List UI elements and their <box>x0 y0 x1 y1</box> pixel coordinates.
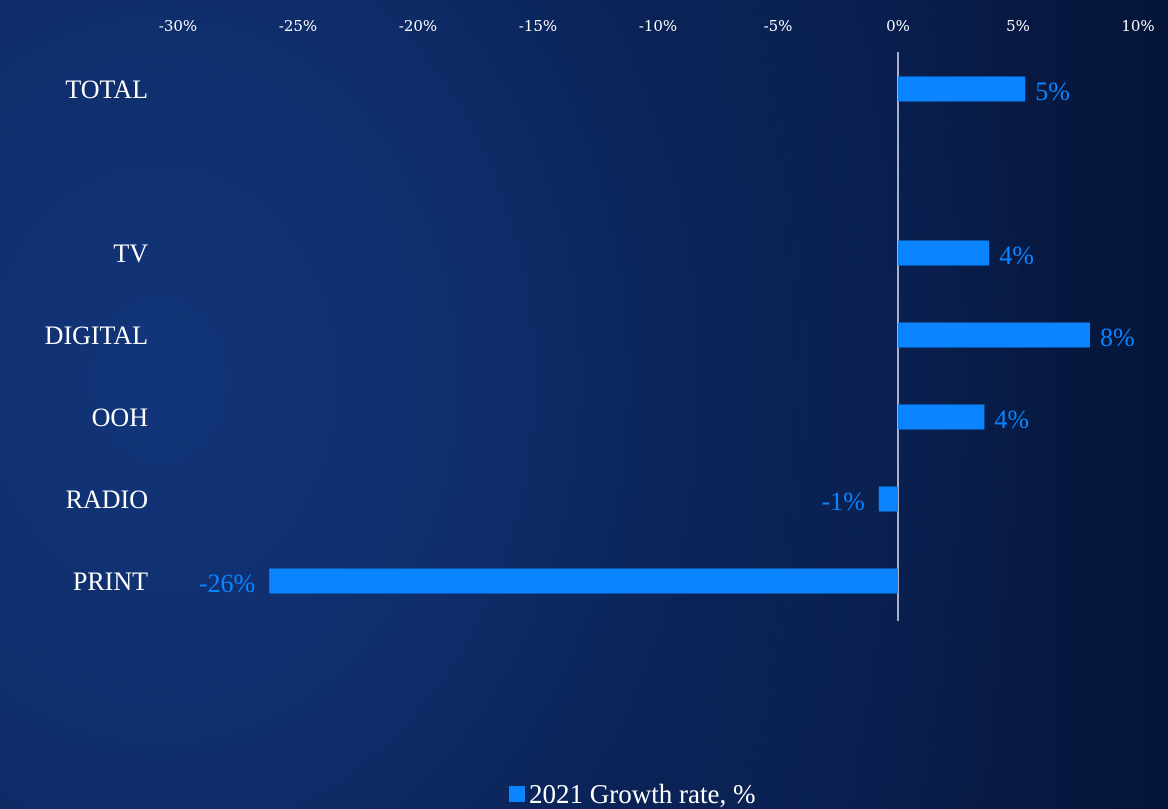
category-label: OOH <box>92 403 149 432</box>
data-label: 8% <box>1100 323 1135 352</box>
bar <box>269 568 898 594</box>
x-tick-label: 0% <box>886 17 910 35</box>
category-label: TV <box>113 239 148 268</box>
x-tick-label: -20% <box>399 17 437 35</box>
category-label: TOTAL <box>65 75 148 104</box>
x-tick-label: -10% <box>639 17 677 35</box>
bar <box>878 486 898 512</box>
legend-label: 2021 Growth rate, % <box>529 779 756 809</box>
bar <box>898 240 990 266</box>
bar <box>898 404 985 430</box>
category-label: RADIO <box>66 485 148 514</box>
x-tick-label: 5% <box>1006 17 1030 35</box>
data-label: 4% <box>999 241 1034 270</box>
bar <box>898 322 1090 348</box>
x-tick-label: -30% <box>159 17 197 35</box>
x-tick-label: -15% <box>519 17 557 35</box>
data-label: 4% <box>994 405 1029 434</box>
data-label: -26% <box>199 569 255 598</box>
x-tick-label: -25% <box>279 17 317 35</box>
x-tick-label: -5% <box>764 17 793 35</box>
category-label: DIGITAL <box>45 321 148 350</box>
x-tick-label: 10% <box>1121 17 1154 35</box>
legend: 2021 Growth rate, % <box>509 779 755 809</box>
bar <box>898 76 1026 102</box>
legend-swatch <box>509 786 525 802</box>
data-label: -1% <box>821 487 864 516</box>
category-label: PRINT <box>73 567 148 596</box>
data-label: 5% <box>1035 77 1070 106</box>
